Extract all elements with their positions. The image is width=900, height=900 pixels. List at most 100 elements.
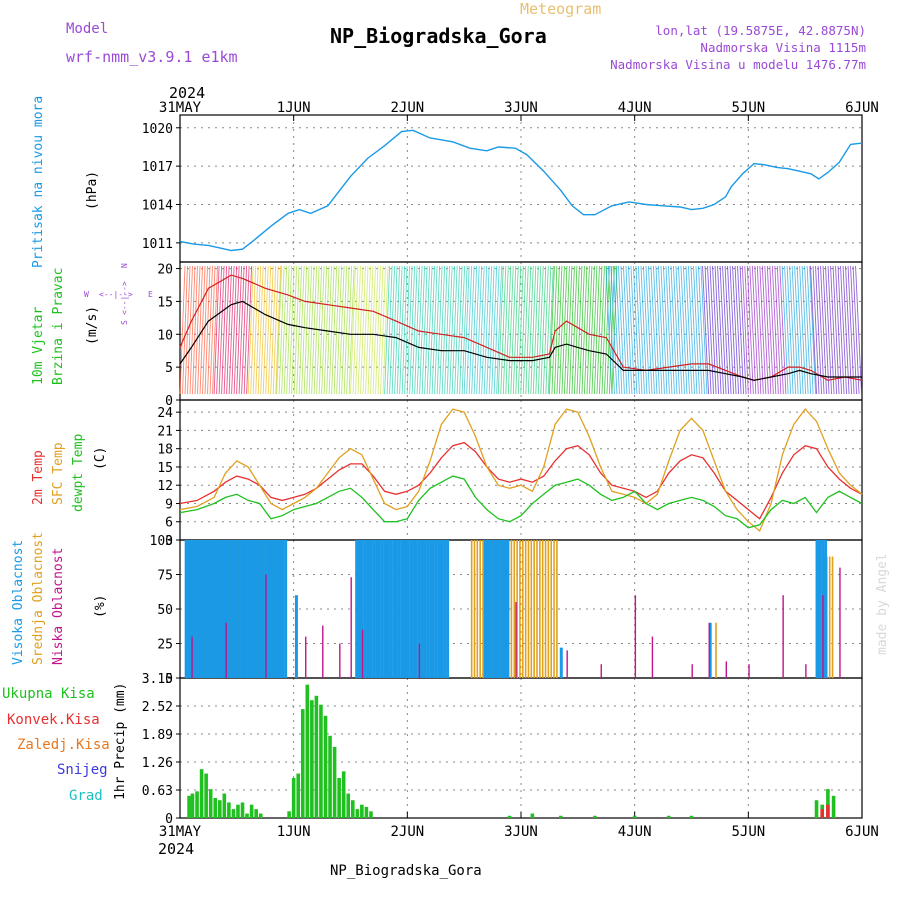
wind-barb bbox=[761, 265, 769, 395]
compass-arrow-h: <--|--> bbox=[99, 290, 133, 299]
high-cloud-bar bbox=[294, 595, 298, 678]
wind-barb bbox=[566, 265, 573, 395]
mid-cloud-bar bbox=[513, 540, 516, 678]
x-tick-label-bottom: 1JUN bbox=[277, 824, 311, 840]
wind-barb bbox=[665, 265, 673, 395]
wind-barb bbox=[486, 265, 493, 395]
wind-barb bbox=[323, 265, 330, 395]
year-bottom: 2024 bbox=[158, 840, 194, 858]
total-precip-bar bbox=[666, 815, 671, 818]
wind-barb bbox=[386, 265, 393, 395]
high-cloud-bar bbox=[215, 540, 219, 678]
wind-barb bbox=[571, 265, 578, 395]
pressure-unit: (hPa) bbox=[85, 171, 100, 210]
wind-barb bbox=[799, 265, 807, 395]
wind-barb bbox=[540, 265, 547, 395]
wind-barb bbox=[311, 265, 318, 395]
high-cloud-bar bbox=[224, 540, 228, 678]
total-precip-bar bbox=[360, 804, 364, 818]
total-precip-bar bbox=[346, 793, 351, 818]
y-tick-label: 0 bbox=[165, 812, 173, 827]
wind-barb bbox=[189, 265, 196, 395]
temp-sfc-line bbox=[179, 408, 863, 532]
wind-barb bbox=[401, 265, 408, 395]
high-cloud-bar bbox=[403, 540, 407, 678]
wind-barb bbox=[668, 265, 675, 395]
legend-snow: Snijeg bbox=[57, 762, 108, 778]
wind-barb bbox=[680, 265, 688, 395]
total-precip-bar bbox=[258, 813, 263, 818]
wind-barb bbox=[352, 265, 359, 395]
high-cloud-bar bbox=[406, 540, 410, 678]
wind-compass-legend: W <--|--> E S <--|--> N bbox=[84, 263, 153, 325]
legend-hail: Grad bbox=[69, 788, 103, 804]
wind-barb bbox=[774, 265, 782, 395]
wind-barb bbox=[764, 265, 772, 395]
total-precip-bar bbox=[227, 802, 231, 818]
wind-barb bbox=[476, 265, 483, 395]
wind-barb bbox=[218, 265, 225, 395]
y-tick-label: 15 bbox=[157, 461, 173, 476]
wind-barb bbox=[620, 265, 628, 395]
high-cloud-bar bbox=[221, 540, 225, 678]
total-precip-bar bbox=[187, 795, 191, 818]
high-cloud-bar bbox=[423, 540, 427, 678]
wind-barb bbox=[825, 265, 832, 395]
high-cloud-bar bbox=[503, 540, 507, 678]
total-precip-bar bbox=[814, 800, 819, 818]
wind-barb bbox=[338, 265, 345, 395]
high-cloud-bar bbox=[258, 540, 262, 678]
lonlat: lon,lat (19.5875E, 42.8875N) bbox=[655, 23, 866, 38]
wind-barb bbox=[341, 265, 348, 395]
mid-cloud-bar bbox=[527, 540, 530, 678]
wind-barb bbox=[625, 265, 633, 395]
wind-barb bbox=[286, 265, 293, 395]
wind-barb bbox=[830, 265, 837, 395]
high-cloud-bar bbox=[241, 540, 245, 678]
high-cloud-bar bbox=[437, 540, 441, 678]
wind-barb bbox=[558, 265, 565, 395]
wind-barb bbox=[399, 265, 406, 395]
meteogram-label: Meteogram bbox=[520, 0, 601, 18]
wind-barb bbox=[267, 265, 274, 395]
wind-barb bbox=[678, 265, 685, 395]
wind-barb bbox=[690, 265, 698, 395]
wind-barb bbox=[822, 265, 830, 395]
high-cloud-bar bbox=[446, 540, 450, 678]
mid-cloud-bar bbox=[524, 540, 527, 678]
high-cloud-bar bbox=[366, 540, 370, 678]
wind-barb bbox=[179, 265, 186, 395]
x-tick-label-top: 31MAY bbox=[159, 100, 202, 116]
wind-barb bbox=[491, 265, 498, 395]
wind-barb bbox=[776, 265, 784, 395]
high-cloud-bar bbox=[372, 540, 376, 678]
wind-barb bbox=[380, 265, 386, 395]
compass-e: E bbox=[148, 290, 153, 299]
high-cloud-bar bbox=[394, 540, 398, 678]
wind-barb bbox=[382, 265, 389, 395]
high-cloud-bar bbox=[818, 540, 822, 678]
total-precip-bar bbox=[369, 811, 373, 818]
wind-barb bbox=[207, 265, 213, 395]
plot-layer: 1011101410171020051015203691215182124025… bbox=[142, 100, 879, 840]
y-tick-label: 2.52 bbox=[142, 700, 173, 715]
wind-ylabel-1: 10m Vjetar bbox=[31, 307, 46, 385]
high-cloud-bar bbox=[375, 540, 379, 678]
wind-barb bbox=[675, 265, 683, 395]
x-tick-label-top: 1JUN bbox=[277, 100, 311, 116]
wind-barb bbox=[806, 265, 814, 395]
total-precip-bar bbox=[310, 700, 314, 818]
wind-barb bbox=[827, 265, 835, 395]
y-tick-label: 5 bbox=[165, 361, 173, 376]
wind-barb bbox=[685, 265, 693, 395]
wind-barb bbox=[404, 265, 411, 395]
temp-unit: (C) bbox=[93, 447, 108, 470]
temp-2m-line bbox=[179, 441, 863, 520]
low-cloud-bar bbox=[305, 636, 307, 678]
high-cloud-bar bbox=[363, 540, 367, 678]
wind-speed-line bbox=[179, 300, 862, 381]
low-cloud-bar bbox=[822, 595, 824, 678]
wind-barb bbox=[791, 265, 799, 395]
wind-barb bbox=[512, 265, 519, 395]
wind-barb bbox=[441, 265, 448, 395]
